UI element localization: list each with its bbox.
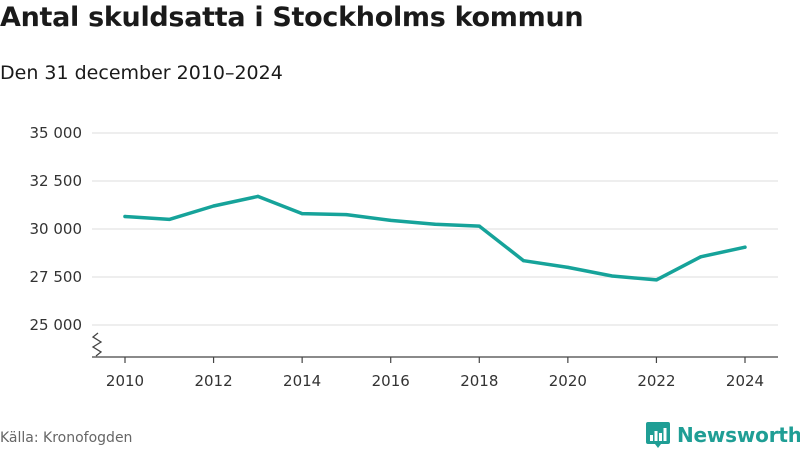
x-tick-label: 2016	[372, 372, 410, 390]
data-point	[743, 245, 747, 249]
data-point	[433, 222, 437, 226]
data-point	[389, 218, 393, 222]
y-tick-label: 32 500	[30, 172, 83, 190]
data-point	[654, 278, 659, 282]
x-tick-label: 2014	[283, 372, 321, 390]
series-line	[123, 194, 747, 282]
data-point	[521, 259, 526, 263]
newsworthy-logo-icon	[646, 422, 670, 448]
data-point	[167, 217, 171, 221]
data-point	[344, 213, 349, 217]
data-point	[699, 255, 703, 259]
brand-name: Newsworthy	[677, 423, 800, 447]
data-point	[477, 224, 481, 228]
y-tick-label: 35 000	[30, 124, 83, 142]
data-point	[256, 194, 260, 198]
brand-logo: Newsworthy	[645, 420, 800, 450]
data-point	[300, 212, 304, 216]
data-point	[610, 274, 614, 278]
y-tick-label: 30 000	[30, 220, 83, 238]
x-tick-label: 2020	[549, 372, 587, 390]
axis-break-icon	[91, 332, 103, 357]
data-point	[566, 265, 570, 269]
x-tick-label: 2024	[726, 372, 764, 390]
y-tick-label: 27 500	[30, 268, 83, 286]
y-tick-label: 25 000	[30, 316, 83, 334]
data-point	[211, 204, 216, 208]
x-tick-label: 2022	[637, 372, 675, 390]
source-note: Källa: Kronofogden	[0, 430, 133, 446]
x-tick-label: 2010	[106, 372, 144, 390]
x-tick-label: 2018	[460, 372, 498, 390]
x-tick-label: 2012	[194, 372, 232, 390]
data-point	[123, 214, 127, 219]
chart-title: Antal skuldsatta i Stockholms kommun	[0, 2, 584, 33]
chart-subtitle: Den 31 december 2010–2024	[0, 62, 283, 84]
